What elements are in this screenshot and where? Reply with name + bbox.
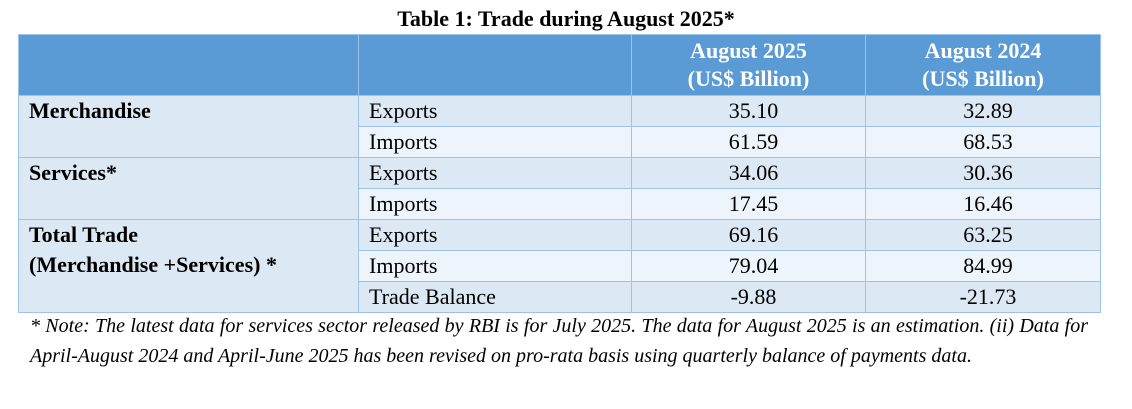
row-item: Exports — [358, 95, 632, 127]
value-aug-2025: 61.59 — [631, 126, 866, 158]
header-group-cell — [18, 34, 359, 96]
header-aug-2025: August 2025 (US$ Billion) — [631, 34, 866, 96]
group-total-trade: Total Trade (Merchandise +Services) * — [18, 219, 359, 313]
row-item: Imports — [358, 126, 632, 158]
value-aug-2024: 84.99 — [865, 250, 1101, 282]
value-aug-2025: 35.10 — [631, 95, 866, 127]
row-item: Imports — [358, 250, 632, 282]
header-aug-2024: August 2024 (US$ Billion) — [865, 34, 1101, 96]
trade-table: August 2025 (US$ Billion) August 2024 (U… — [18, 34, 1101, 313]
table-row: Services* Exports 34.06 30.36 — [18, 157, 1101, 220]
header-row: August 2025 (US$ Billion) August 2024 (U… — [18, 34, 1101, 96]
value-aug-2024: 63.25 — [865, 219, 1101, 251]
table-row: Imports 17.45 16.46 — [19, 188, 1101, 220]
header-aug-2024-period: August 2024 — [924, 38, 1042, 63]
row-item: Trade Balance — [358, 281, 632, 313]
value-aug-2024: -21.73 — [865, 281, 1101, 313]
header-item-cell — [358, 34, 632, 96]
value-aug-2024: 32.89 — [865, 95, 1101, 127]
value-aug-2025: 79.04 — [631, 250, 866, 282]
table-row: Imports 79.04 84.99 — [19, 250, 1101, 282]
value-aug-2024: 30.36 — [865, 157, 1101, 189]
value-aug-2024: 68.53 — [865, 126, 1101, 158]
group-merchandise: Merchandise — [18, 95, 359, 158]
header-aug-2024-unit: (US$ Billion) — [922, 66, 1044, 91]
header-aug-2025-unit: (US$ Billion) — [687, 66, 810, 91]
value-aug-2025: 34.06 — [631, 157, 866, 189]
row-item: Imports — [358, 188, 632, 220]
group-services: Services* — [18, 157, 359, 220]
value-aug-2025: -9.88 — [631, 281, 866, 313]
table-title: Table 1: Trade during August 2025* — [397, 6, 735, 31]
value-aug-2025: 17.45 — [631, 188, 866, 220]
table-row: Trade Balance -9.88 -21.73 — [19, 281, 1101, 313]
row-item: Exports — [358, 157, 632, 189]
row-item: Exports — [358, 219, 632, 251]
value-aug-2024: 16.46 — [865, 188, 1101, 220]
table-row: Total Trade (Merchandise +Services) * Ex… — [18, 219, 1101, 313]
group-total-trade-line2: (Merchandise +Services) * — [29, 252, 277, 277]
table-row: Merchandise Exports 35.10 32.89 — [18, 95, 1101, 158]
header-aug-2025-period: August 2025 — [690, 38, 807, 63]
group-total-trade-line1: Total Trade — [29, 222, 139, 247]
footnote: * Note: The latest data for services sec… — [30, 315, 1088, 367]
value-aug-2025: 69.16 — [631, 219, 866, 251]
